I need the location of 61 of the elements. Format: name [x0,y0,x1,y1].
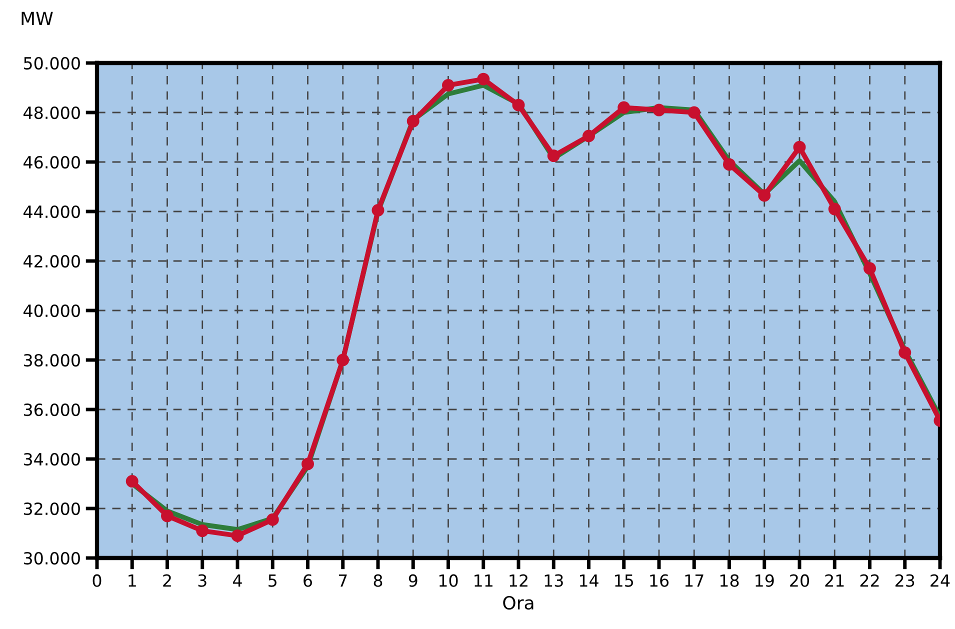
point [652,104,666,116]
point [161,510,174,522]
y-tick-label: 48.000 [24,106,80,120]
point [898,346,912,359]
x-tick-label: 1 [128,574,136,587]
x-tick-label: 12 [510,574,528,587]
x-tick-label: 16 [650,574,669,587]
point [442,79,454,92]
x-tick-label: 6 [304,574,312,587]
x-tick-label: 18 [720,574,739,587]
x-tick-label: 0 [92,574,102,587]
x-tick-label: 14 [580,574,598,587]
point [582,130,595,142]
point [477,72,490,86]
x-tick-label: 17 [685,574,704,587]
point [828,202,841,216]
x-tick-label: 9 [408,574,418,587]
y-tick-label: 44.000 [24,205,80,218]
point [406,114,420,128]
x-tick-label: 3 [198,574,206,587]
x-tick-label: 10 [439,574,458,587]
point [372,204,384,217]
y-tick-label: 30.000 [24,552,80,565]
y-tick-label: 38.000 [24,354,80,367]
x-tick-label: 20 [790,574,809,587]
y-tick-label: 32.000 [24,502,80,516]
point [793,140,806,154]
point [196,524,209,538]
y-tick-label: 50.000 [24,56,80,70]
x-tick-label: 19 [756,574,774,587]
point [618,101,630,114]
x-tick-label: 7 [338,574,347,587]
point [302,458,314,470]
x-axis-title: Ora [503,596,534,610]
x-tick-label: 2 [163,574,171,587]
y-tick-label: 36.000 [24,403,80,416]
y-tick-label: 40.000 [24,304,80,318]
x-tick-label: 21 [825,574,844,587]
point [336,354,350,366]
x-tick-label: 15 [615,574,634,587]
point [266,513,279,526]
point [126,475,138,488]
point [512,98,525,112]
y-tick-label: 42.000 [24,254,80,268]
x-tick-label: 22 [860,574,879,587]
x-tick-label: 4 [233,574,242,587]
point [688,106,700,119]
point [547,150,560,162]
point [723,158,736,171]
x-tick-label: 24 [930,574,950,587]
y-axis-title: MW [22,12,53,25]
x-tick-label: 5 [268,574,276,587]
y-tick-label: 46.000 [24,156,80,169]
x-tick-label: 8 [374,574,382,587]
point [758,189,771,202]
y-tick-label: 34.000 [24,452,80,466]
x-tick-label: 23 [895,574,914,587]
point [864,262,876,275]
point [231,529,244,542]
x-tick-label: 13 [544,574,563,587]
x-tick-label: 11 [474,574,492,587]
